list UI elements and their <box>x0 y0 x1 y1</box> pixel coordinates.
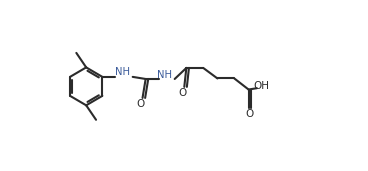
Text: O: O <box>179 88 187 98</box>
Text: NH: NH <box>157 70 172 80</box>
Text: O: O <box>246 109 254 119</box>
Text: NH: NH <box>115 67 130 77</box>
Text: O: O <box>136 99 145 109</box>
Text: OH: OH <box>254 81 269 91</box>
